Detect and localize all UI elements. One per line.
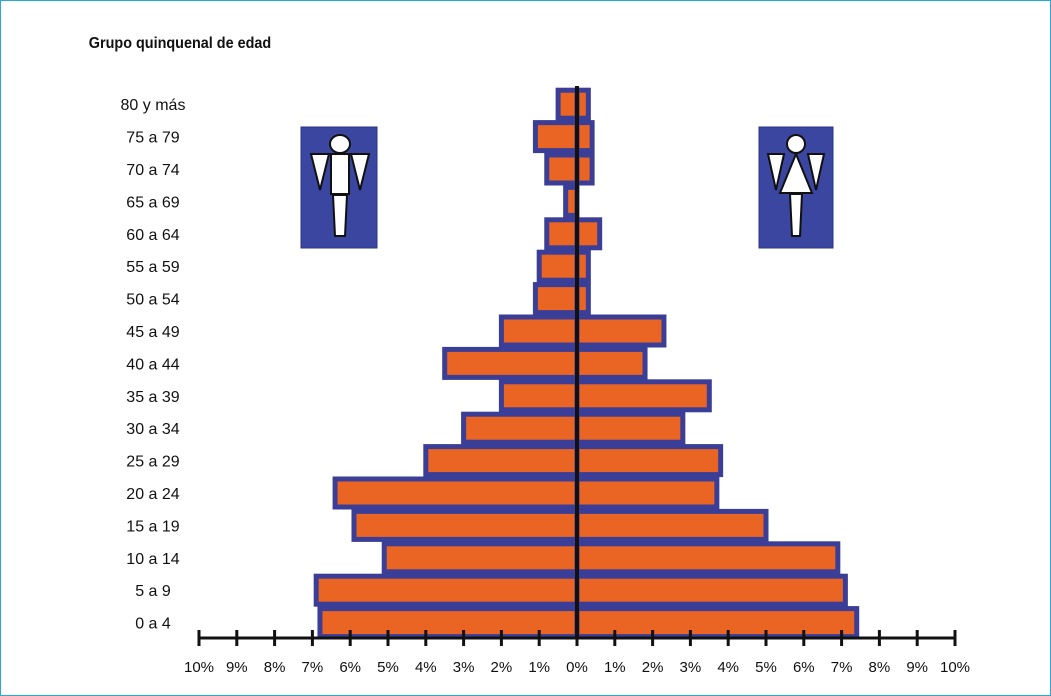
bar-left	[532, 282, 580, 316]
bar-right	[574, 379, 712, 413]
x-tick-label: 9%	[906, 659, 928, 676]
bar-right	[574, 217, 603, 251]
bar-left	[544, 152, 580, 186]
female-icon	[758, 126, 834, 249]
category-label: 25 a 29	[126, 454, 179, 471]
bar-right	[574, 573, 848, 607]
bar-right	[574, 444, 724, 478]
bar-left	[536, 249, 580, 283]
bar-left	[442, 346, 580, 380]
bars-layer	[313, 86, 860, 640]
bar-left	[532, 120, 580, 154]
x-tick-label: 8%	[264, 659, 286, 676]
bar-left	[351, 508, 580, 542]
category-label: 75 a 79	[126, 130, 179, 147]
x-tick-label: 6%	[793, 659, 815, 676]
bar-left	[498, 314, 580, 348]
x-tick-label: 7%	[831, 659, 853, 676]
bar-right	[574, 508, 769, 542]
x-tick-label: 1%	[604, 659, 626, 676]
category-label: 70 a 74	[126, 162, 179, 179]
category-label: 30 a 34	[126, 421, 179, 438]
bar-right	[574, 476, 720, 510]
bar-right	[574, 411, 686, 445]
x-tick-label: 5%	[377, 659, 399, 676]
x-tick-label: 5%	[755, 659, 777, 676]
x-tick-label: 2%	[642, 659, 664, 676]
bar-left	[498, 379, 580, 413]
male-icon	[300, 126, 378, 249]
bar-right	[574, 152, 595, 186]
x-axis: 10% 9% 8% 7% 6% 5% 4% 3% 2% 1% 0% 1% 2% 3% 4% 5% 6% 7% 8% 9…	[184, 630, 970, 676]
x-tick-label: 3%	[680, 659, 702, 676]
category-label: 65 a 69	[126, 194, 179, 211]
x-tick-label: 8%	[869, 659, 891, 676]
x-tick-label: 10%	[184, 659, 214, 676]
bar-left	[381, 541, 580, 575]
x-tick-label: 0%	[566, 659, 588, 676]
chart-title: Grupo quinquenal de edad	[88, 35, 272, 52]
x-tick-label: 9%	[226, 659, 248, 676]
category-label: 35 a 39	[126, 389, 179, 406]
category-label: 15 a 19	[126, 518, 179, 535]
x-tick-label: 7%	[302, 659, 324, 676]
category-label: 10 a 14	[126, 551, 179, 568]
x-tick-label: 4%	[415, 659, 437, 676]
category-labels: 0 a 4 5 a 9 10 a 14 15 a 19 20 a 24 25 a 29 30…	[121, 97, 186, 632]
category-label: 0 a 4	[135, 616, 171, 633]
bar-left	[332, 476, 580, 510]
category-label: 40 a 44	[126, 356, 179, 373]
category-label: 45 a 49	[126, 324, 179, 341]
bar-left	[461, 411, 580, 445]
category-label: 50 a 54	[126, 292, 179, 309]
x-tick-label: 2%	[491, 659, 513, 676]
x-tick-label: 3%	[453, 659, 475, 676]
category-label: 55 a 59	[126, 259, 179, 276]
bar-right	[574, 346, 648, 380]
category-label: 20 a 24	[126, 486, 179, 503]
x-tick-label: 4%	[717, 659, 739, 676]
x-tick-label: 10%	[940, 659, 970, 676]
bar-right	[574, 541, 841, 575]
bar-right	[574, 120, 595, 154]
x-tick-label: 1%	[528, 659, 550, 676]
bar-left	[313, 573, 580, 607]
bar-left	[544, 217, 580, 251]
category-label: 60 a 64	[126, 227, 179, 244]
bar-left	[555, 87, 580, 121]
category-label: 80 y más	[121, 97, 186, 114]
bar-right	[574, 606, 860, 640]
bar-left	[423, 444, 580, 478]
bar-right	[574, 314, 667, 348]
x-tick-label: 6%	[339, 659, 361, 676]
category-label: 5 a 9	[135, 583, 171, 600]
